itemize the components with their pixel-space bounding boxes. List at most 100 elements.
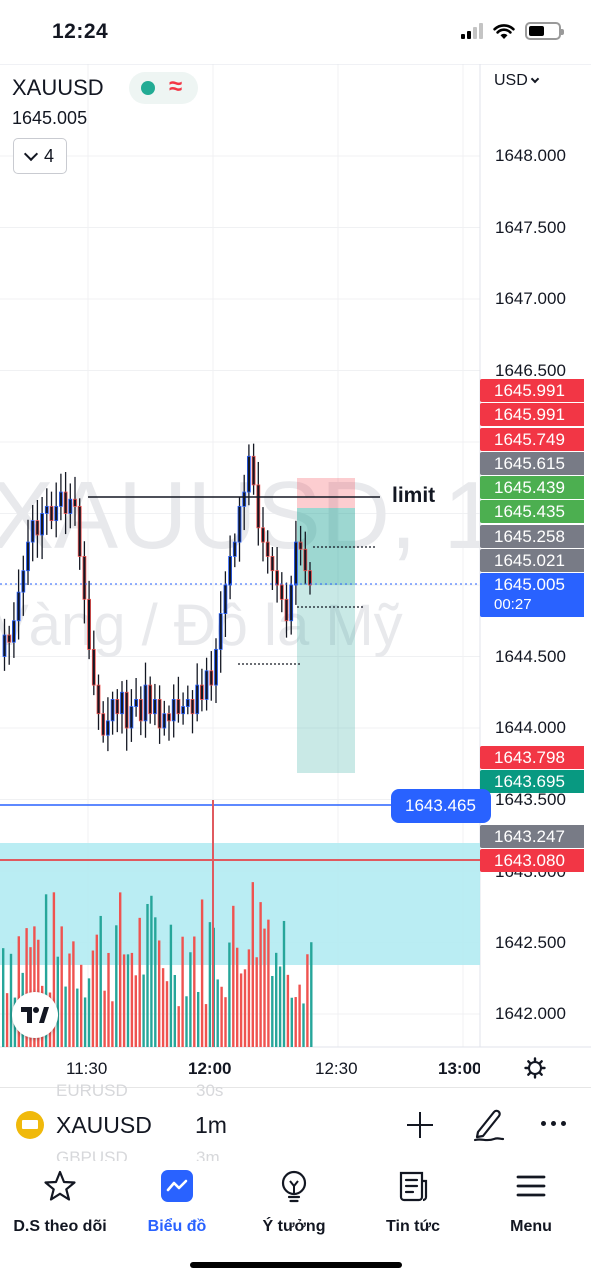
market-status-pill[interactable]: ≈ xyxy=(129,72,198,104)
drawing-tools-icon[interactable] xyxy=(472,1106,506,1142)
candle-body xyxy=(73,498,77,507)
candle-body xyxy=(96,684,101,715)
price-tag: 1643.798 xyxy=(480,746,584,769)
toolbar-interval-button[interactable]: 1m xyxy=(195,1112,227,1138)
candle-body xyxy=(59,491,63,507)
volume-bar xyxy=(290,997,293,1047)
volume-bar xyxy=(80,964,83,1047)
price-tag: 1643.247 xyxy=(480,825,584,848)
chart-settings-icon[interactable] xyxy=(524,1057,546,1079)
menu-icon xyxy=(516,1175,546,1197)
candle-body xyxy=(228,556,233,586)
candle-body xyxy=(275,570,280,586)
tab-menu[interactable]: Menu xyxy=(471,1169,591,1236)
battery-icon xyxy=(525,22,564,40)
tab-news[interactable]: Tin tức xyxy=(353,1169,473,1236)
tab-label: Menu xyxy=(510,1218,552,1235)
price-axis-label: 1644.000 xyxy=(495,718,566,737)
candle-body xyxy=(2,634,7,657)
candle-body xyxy=(199,684,204,700)
candle-body xyxy=(270,556,275,572)
volume-bar xyxy=(232,905,235,1047)
candle-body xyxy=(157,699,162,729)
price-axis-label: 1644.500 xyxy=(495,647,566,666)
candle-body xyxy=(120,691,124,715)
horizontal-line-label[interactable]: 1643.465 xyxy=(391,789,491,823)
volume-bar xyxy=(216,979,219,1047)
price-tag: 1645.258 xyxy=(480,525,584,548)
volume-bar xyxy=(107,952,110,1047)
volume-bar xyxy=(72,941,75,1047)
status-bar: 12:24 xyxy=(0,0,591,64)
candle-body xyxy=(261,527,265,543)
candle-body xyxy=(40,513,44,536)
tab-ideas[interactable]: Ý tưởng xyxy=(234,1169,354,1236)
candle-body xyxy=(167,713,171,722)
price-axis-label: 1646.500 xyxy=(495,361,566,380)
time-axis-label: 12:00 xyxy=(188,1059,232,1078)
volume-bar xyxy=(2,948,5,1047)
candle-body xyxy=(303,548,308,572)
highlight-zone xyxy=(0,843,480,965)
currency-selector[interactable]: USD xyxy=(494,72,540,90)
candle-body xyxy=(11,620,16,643)
volume-bar xyxy=(286,974,290,1047)
limit-annotation[interactable]: limit xyxy=(392,484,436,507)
volume-bar xyxy=(181,936,184,1047)
add-icon[interactable] xyxy=(405,1110,435,1140)
volume-bar xyxy=(236,947,239,1047)
stop-zone xyxy=(297,478,355,508)
current-price-value: 1645.005 xyxy=(494,575,565,594)
volume-bar xyxy=(130,952,134,1047)
candle-body xyxy=(77,505,82,557)
more-options-icon[interactable] xyxy=(541,1121,566,1126)
price-chart[interactable]: XAUUSD, 1 Vàng / Đô la Mỹ xyxy=(0,64,591,1087)
volume-bar xyxy=(126,954,130,1047)
price-tag: 1645.749 xyxy=(480,428,584,451)
price-axis-label: 1642.500 xyxy=(495,933,566,952)
ghost-interval-above: 30s xyxy=(196,1081,224,1100)
delayed-data-icon: ≈ xyxy=(169,73,183,100)
toolbar-symbol-button[interactable]: XAUUSD xyxy=(56,1112,152,1138)
symbol-title[interactable]: XAUUSD xyxy=(12,75,104,100)
volume-bar xyxy=(142,974,145,1047)
tab-watchlist[interactable]: D.S theo dõi xyxy=(0,1169,120,1236)
candle-body xyxy=(44,505,49,514)
tab-chart[interactable]: Biểu đồ xyxy=(117,1169,237,1236)
candle-body xyxy=(214,648,218,686)
volume-bar xyxy=(134,975,137,1047)
volume-bar xyxy=(9,953,13,1047)
candle-body xyxy=(110,699,115,722)
volume-bar xyxy=(83,997,87,1047)
candle-body xyxy=(143,684,148,722)
candle-body xyxy=(106,720,110,736)
candlesticks xyxy=(2,443,312,752)
candle-body xyxy=(115,699,120,715)
volume-bar xyxy=(158,940,161,1047)
star-icon xyxy=(44,1170,76,1201)
price-axis-label: 1643.500 xyxy=(495,790,566,809)
tab-label: Ý tưởng xyxy=(262,1218,326,1235)
volume-bar xyxy=(204,1004,208,1047)
price-tag: 1645.439 xyxy=(480,476,584,499)
candle-body xyxy=(265,541,270,557)
chart-area[interactable]: XAUUSD, 1 Vàng / Đô la Mỹ xyxy=(0,64,591,1087)
volume-bar xyxy=(165,981,169,1047)
tab-label: D.S theo dõi xyxy=(13,1218,107,1235)
tradingview-logo[interactable] xyxy=(12,992,58,1038)
volume-bar xyxy=(251,882,254,1047)
lightbulb-icon xyxy=(281,1170,307,1203)
indicators-toggle-button[interactable]: 4 xyxy=(13,138,67,174)
candle-body xyxy=(181,706,186,715)
candle-body xyxy=(242,491,247,507)
candle-body xyxy=(223,584,228,615)
volume-bar xyxy=(99,915,102,1047)
tab-label: Tin tức xyxy=(386,1218,440,1235)
time-axis-label: 12:30 xyxy=(315,1059,358,1078)
volume-bar xyxy=(122,954,126,1047)
candle-body xyxy=(251,455,256,486)
candle-body xyxy=(30,520,35,543)
candle-body xyxy=(237,505,242,543)
candle-body xyxy=(204,670,209,700)
candle-body xyxy=(195,684,200,715)
